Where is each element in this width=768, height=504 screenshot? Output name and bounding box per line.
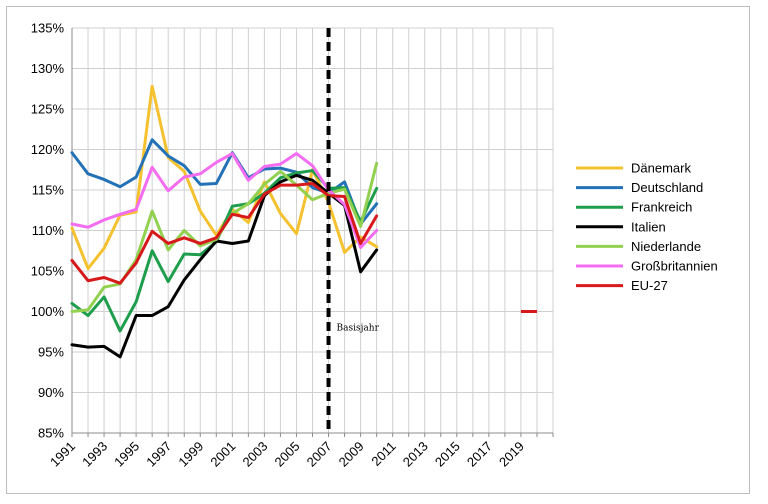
series-line-6 xyxy=(70,182,379,285)
legend: Dänemark Deutschland Frankreich Italien Nied… xyxy=(576,161,718,293)
y-tick-label: 90% xyxy=(38,385,64,400)
y-tick-label: 135% xyxy=(31,21,65,36)
y-tick-label: 100% xyxy=(31,304,65,319)
y-tick-label: 95% xyxy=(38,345,64,360)
x-tick-label: 2005 xyxy=(272,439,303,470)
y-tick-label: 120% xyxy=(31,142,65,157)
series-line-3 xyxy=(70,173,379,359)
x-tick-label: 1991 xyxy=(47,439,78,470)
y-tick-label: 115% xyxy=(32,183,65,198)
x-tick-label: 2013 xyxy=(400,439,431,470)
legend-label-6: EU-27 xyxy=(631,278,668,293)
series-line-5 xyxy=(70,152,379,250)
y-tick-label: 85% xyxy=(38,426,64,441)
legend-label-1: Deutschland xyxy=(631,180,703,195)
y-tick-label: 125% xyxy=(31,102,65,117)
legend-label-2: Frankreich xyxy=(631,200,692,215)
legend-label-4: Niederlande xyxy=(631,239,701,254)
x-tick-label: 2015 xyxy=(432,439,463,470)
x-tick-label: 1999 xyxy=(175,439,206,470)
baseline-year-label: Basisjahr xyxy=(337,324,380,334)
y-tick-label: 105% xyxy=(31,264,65,279)
annotations: Basisjahr xyxy=(326,28,380,433)
x-tick-label: 2009 xyxy=(336,439,367,470)
x-tick-label: 1993 xyxy=(79,439,110,470)
series-lines xyxy=(70,84,537,359)
x-tick-label: 2003 xyxy=(239,439,270,470)
legend-label-3: Italien xyxy=(631,219,666,234)
y-tick-labels: 85% 90% 95% 100% 105% 110% 115% 120% 125% 130% 135… xyxy=(31,21,65,441)
x-tick-labels: 1991 1993 1995 1997 1999 2001 2003 2005 2007 2009… xyxy=(47,439,527,470)
x-tick-label: 2017 xyxy=(464,439,495,470)
x-tick-label: 2001 xyxy=(207,439,238,470)
x-tick-label: 2007 xyxy=(304,439,335,470)
x-tick-label: 2011 xyxy=(368,439,398,469)
legend-label-5: Großbritannien xyxy=(631,259,718,274)
y-tick-label: 110% xyxy=(32,223,65,238)
x-tick-label: 2019 xyxy=(496,439,527,470)
gridlines xyxy=(71,27,554,434)
legend-label-0: Dänemark xyxy=(631,161,691,176)
x-tick-label: 1997 xyxy=(143,439,174,470)
y-tick-label: 130% xyxy=(31,61,65,76)
x-tick-label: 1995 xyxy=(111,439,142,470)
